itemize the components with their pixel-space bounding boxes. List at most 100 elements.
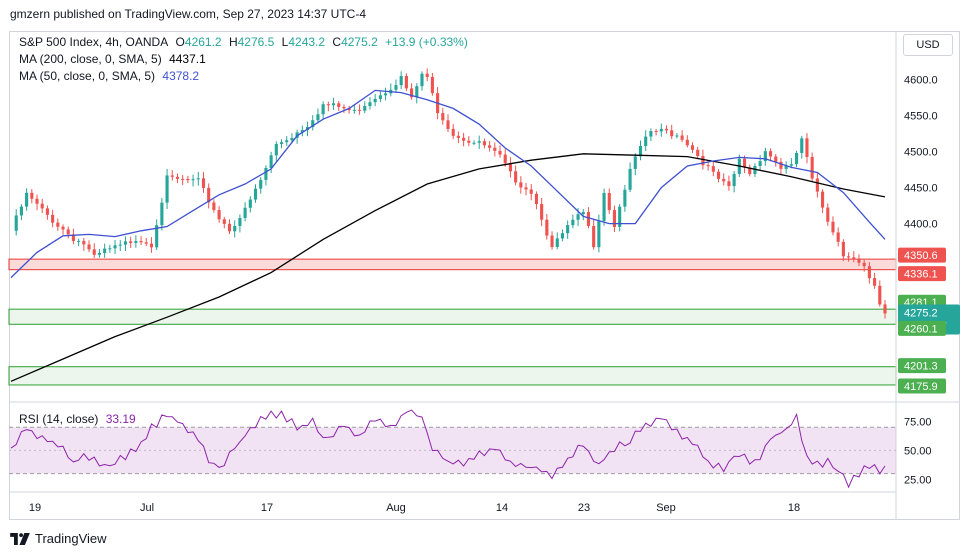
candle-body — [113, 245, 117, 249]
high-label: H — [228, 35, 238, 49]
candle-body — [139, 241, 143, 243]
candle-body — [711, 166, 715, 172]
symbol-name[interactable]: S&P 500 Index, 4h, OANDA — [19, 35, 169, 49]
candle-body — [555, 238, 559, 248]
candle-body — [612, 210, 617, 227]
candle — [25, 188, 29, 211]
price-label-bg — [898, 320, 946, 336]
candle-body — [581, 212, 585, 215]
candle — [789, 158, 793, 169]
zone-resistance — [8, 258, 897, 271]
candle-body — [253, 188, 258, 200]
candle — [488, 140, 492, 152]
candle — [857, 254, 861, 267]
candle-body — [576, 214, 580, 220]
rsi-tick-label: 75.00 — [904, 416, 932, 428]
candle — [623, 185, 627, 212]
candle-body — [503, 154, 507, 164]
candle-body — [290, 137, 294, 141]
candle-body — [654, 131, 658, 133]
ma50-legend[interactable]: MA (50, close, 0, SMA, 5) 4378.2 — [19, 69, 203, 83]
candle-body — [201, 178, 206, 188]
candle — [363, 101, 367, 114]
ma200-legend[interactable]: MA (200, close, 0, SMA, 5) 4437.1 — [19, 52, 210, 66]
candle-body — [472, 142, 476, 144]
candle-body — [560, 233, 565, 239]
candle — [118, 240, 122, 252]
candle-body — [821, 191, 825, 208]
time-tick-label: 14 — [496, 502, 508, 514]
candle — [664, 125, 669, 134]
candle-body — [92, 249, 96, 255]
price-label-4350-6: 4350.6 — [898, 247, 946, 263]
candle-body — [862, 262, 866, 267]
candle — [524, 183, 528, 196]
candle — [87, 240, 91, 253]
candle-body — [836, 232, 840, 242]
candle-body — [680, 135, 684, 140]
candle-body — [384, 93, 388, 96]
candle — [201, 172, 206, 193]
candle-body — [326, 104, 330, 106]
time-tick-label: Sep — [656, 502, 676, 514]
candle-body — [597, 220, 601, 248]
price-tick-label: 4600.0 — [904, 75, 938, 87]
candle-body — [357, 109, 362, 111]
axes-layer: 4400.0 4450.0 4500.0 4550.0 4600.0 25.00 50.00… — [29, 75, 960, 514]
candle — [373, 94, 377, 107]
candle — [399, 71, 403, 90]
candle — [45, 205, 49, 220]
candle-body — [493, 147, 497, 151]
candle-body — [56, 222, 60, 227]
candle — [222, 216, 226, 229]
candle — [51, 209, 55, 228]
candle-body — [207, 187, 211, 203]
candle — [248, 196, 252, 213]
zones-layer — [8, 258, 897, 386]
candle — [186, 175, 190, 184]
candle — [243, 202, 247, 222]
candle-body — [331, 103, 336, 106]
candle-body — [534, 193, 539, 205]
close-value: 4275.2 — [341, 35, 378, 49]
candle-body — [30, 192, 34, 199]
price-label-text: 4275.2 — [904, 307, 938, 319]
candles-layer — [14, 68, 887, 319]
candle-body — [763, 151, 767, 162]
candle — [638, 140, 643, 161]
candle — [191, 174, 195, 187]
rsi-legend[interactable]: RSI (14, close) 33.19 — [19, 412, 140, 426]
candle — [826, 203, 830, 226]
candle-body — [87, 244, 91, 250]
candle — [493, 142, 497, 157]
candle — [451, 124, 455, 140]
candle-body — [685, 139, 689, 146]
candle — [654, 128, 658, 136]
price-label-4336-1: 4336.1 — [898, 266, 946, 282]
candle — [529, 184, 533, 201]
footer-brand[interactable]: TradingView — [10, 531, 107, 546]
candle-body — [633, 156, 637, 169]
candle-body — [451, 128, 455, 136]
ma200-value: 4437.1 — [169, 52, 206, 66]
candle — [40, 198, 44, 214]
price-label-text: 4260.1 — [904, 323, 938, 335]
candle — [534, 191, 539, 210]
candle — [836, 227, 840, 247]
candle-body — [852, 257, 856, 259]
price-tick-label: 4400.0 — [904, 219, 938, 231]
price-label-text: 4175.9 — [904, 381, 938, 393]
currency-button[interactable]: USD — [903, 34, 953, 56]
moving-averages-layer — [10, 89, 886, 382]
candle-body — [659, 128, 663, 132]
candle — [774, 154, 778, 167]
candle-body — [97, 252, 102, 255]
candle-body — [14, 215, 18, 231]
candle-body — [545, 219, 549, 236]
candle-body — [779, 161, 783, 169]
candle-body — [815, 178, 819, 192]
candle-body — [649, 131, 653, 137]
candle-body — [274, 143, 278, 156]
candle-body — [217, 210, 221, 220]
